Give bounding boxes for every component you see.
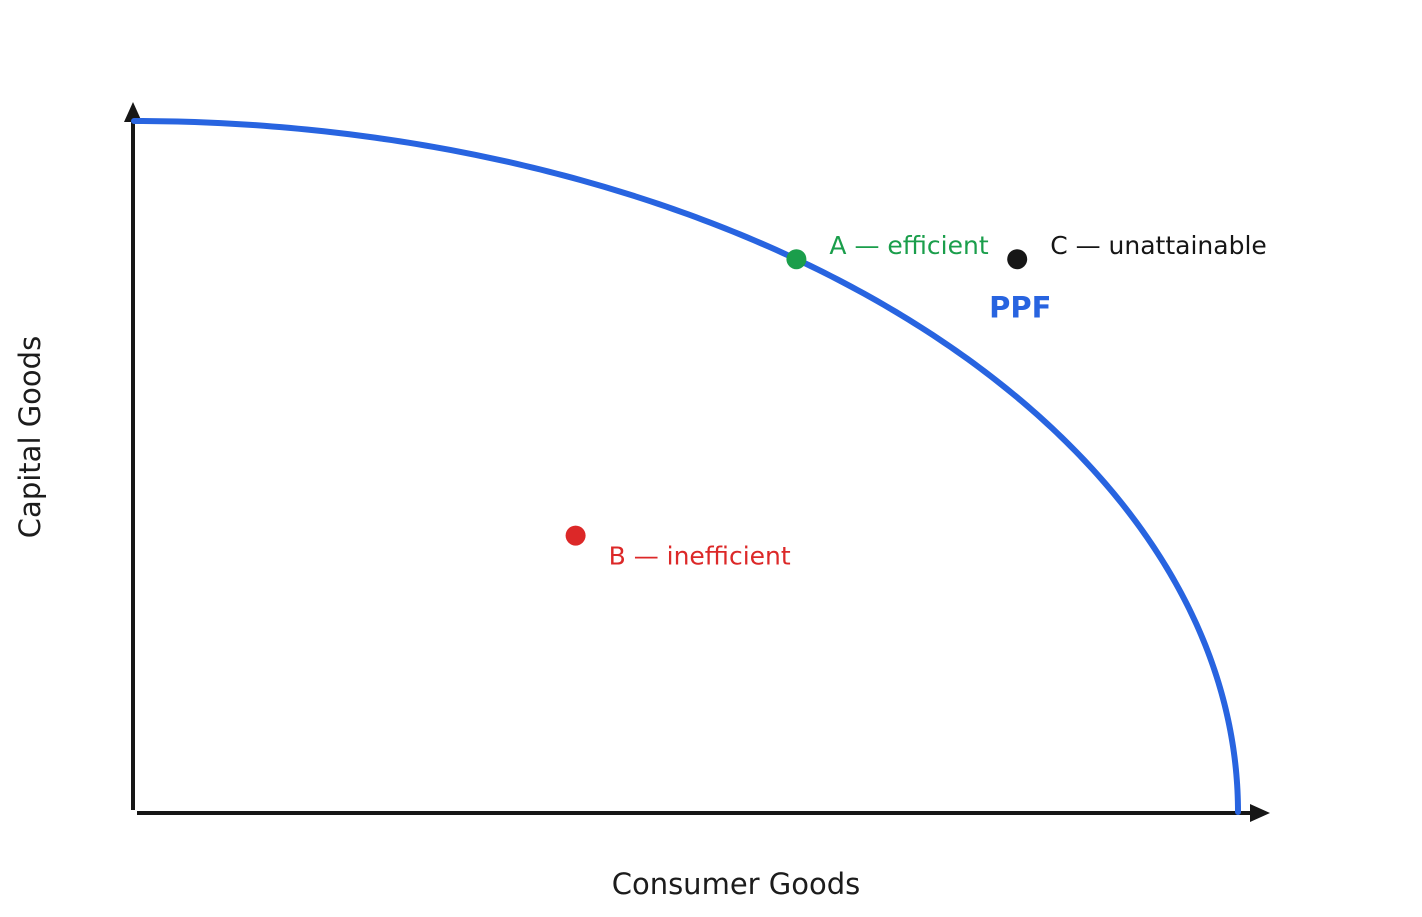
point-a-label: A — efficient xyxy=(829,231,988,260)
point-b-marker xyxy=(565,525,586,546)
x-axis-label: Consumer Goods xyxy=(612,867,861,901)
point-a-marker xyxy=(786,249,807,270)
y-axis-arrow-icon xyxy=(124,102,142,122)
point-b-label: B — inefficient xyxy=(609,542,791,571)
point-c-label: C — unattainable xyxy=(1050,231,1267,260)
point-c-marker xyxy=(1007,249,1028,270)
ppf-curve-label: PPF xyxy=(989,291,1051,325)
y-axis-label: Capital Goods xyxy=(13,336,47,538)
ppf-curve xyxy=(131,118,1241,815)
point-marks: A — efficient B — inefficient C — unattain… xyxy=(565,231,1267,571)
axes xyxy=(124,102,1270,822)
x-axis-arrow-icon xyxy=(1250,804,1270,822)
